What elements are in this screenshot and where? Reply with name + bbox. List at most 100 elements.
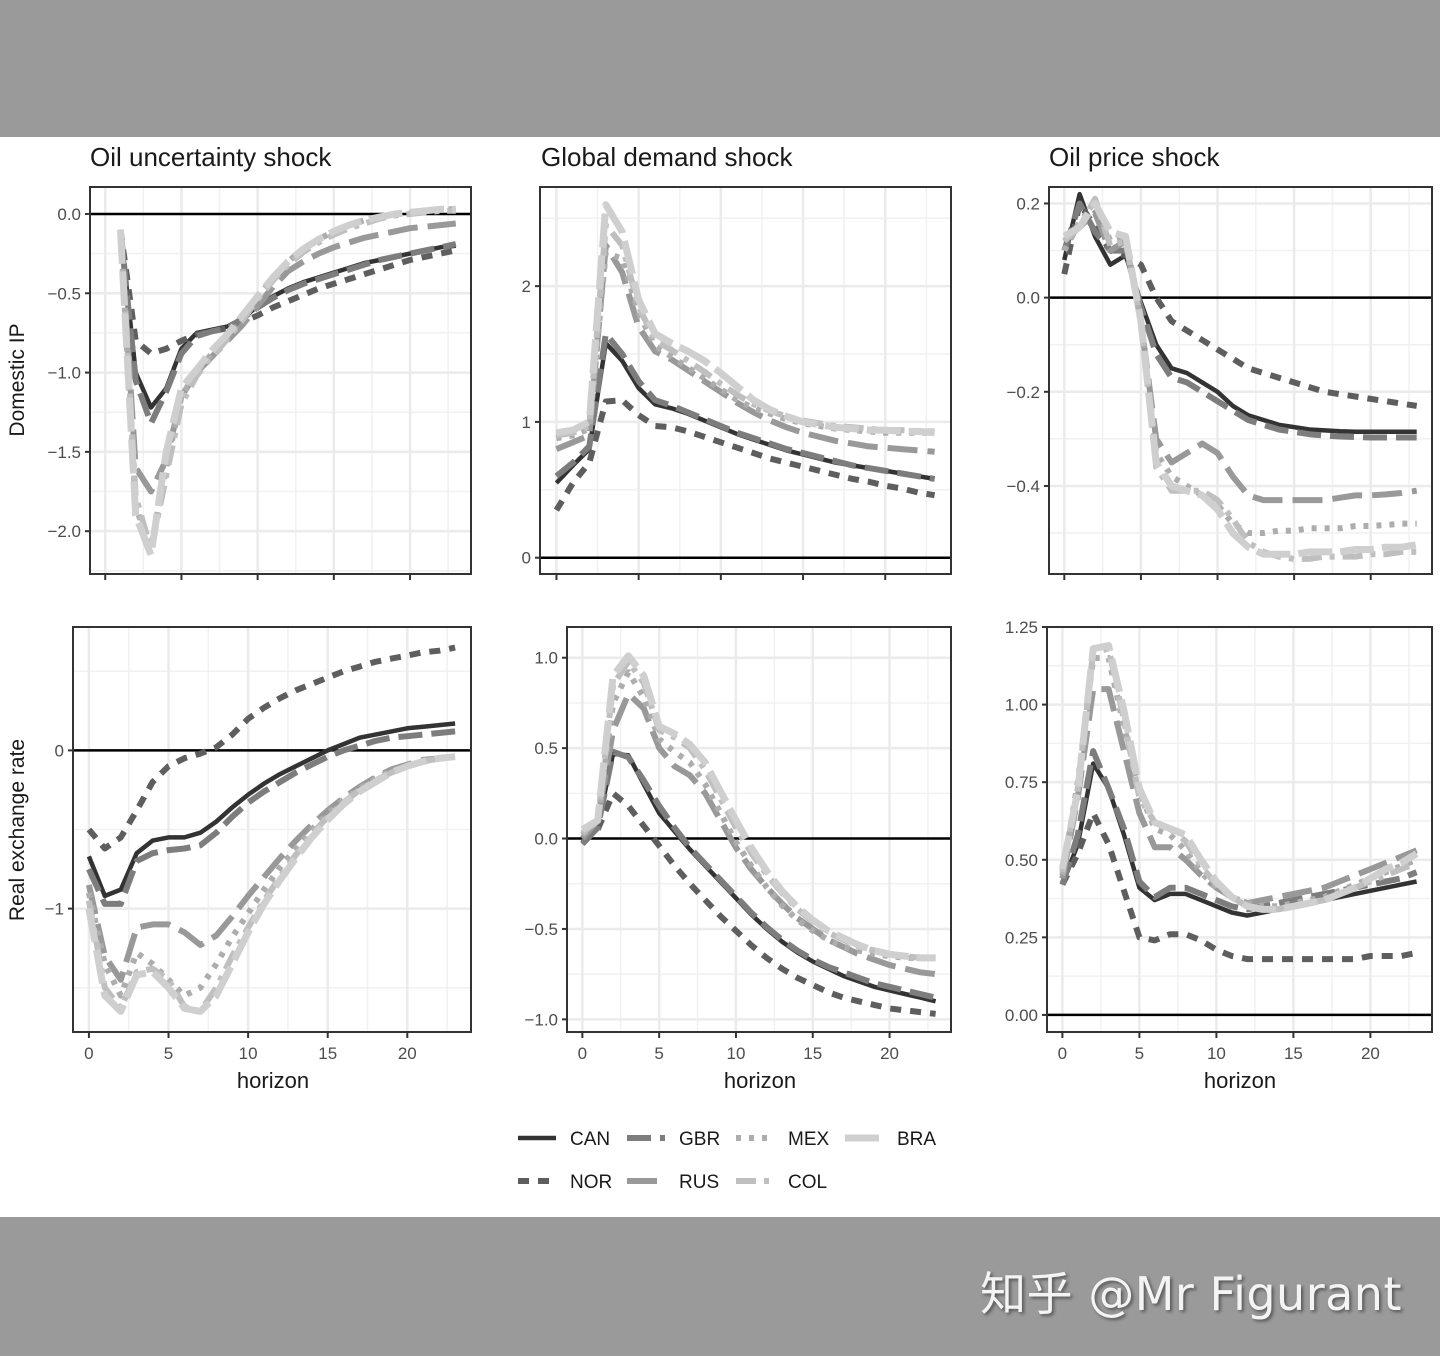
x-axis-label: horizon — [1204, 1068, 1276, 1093]
y-tick-label: −1 — [45, 900, 64, 919]
panel-1: 0.0 −0.5 −1.0 −1.5 −2.0 Oil uncertainty shock… — [6, 142, 472, 580]
series-line-gbr — [1061, 200, 1417, 441]
series-line-col — [1062, 195, 1417, 562]
legend-item-col: COL — [736, 1172, 827, 1193]
legend-item-can: CAN — [518, 1129, 610, 1150]
x-tick-label: 5 — [164, 1044, 173, 1063]
panel-3: 0.2 0.0 −0.2 −0.4 Oil price shock — [1006, 142, 1433, 580]
series-line-gbr — [554, 330, 936, 482]
panel-border — [1048, 186, 1433, 575]
legend-label: CAN — [570, 1129, 610, 1150]
series-lines — [553, 201, 936, 512]
y-tick-label: −0.5 — [524, 920, 558, 939]
watermark-text: 知乎 @Mr Figurant — [980, 1267, 1402, 1321]
series-lines — [117, 205, 457, 559]
x-axis-label: horizon — [237, 1068, 309, 1093]
panel-4: 0 −1 0 5 10 15 20 Real exchange rate horizon — [6, 626, 472, 1093]
x-tick-label: 20 — [880, 1044, 899, 1063]
minor-grid — [1049, 187, 1432, 574]
panel-title: Oil uncertainty shock — [90, 142, 332, 172]
y-tick-label: 0.0 — [57, 205, 81, 224]
legend-item-bra: BRA — [845, 1129, 936, 1150]
x-tick-label: 20 — [1361, 1044, 1380, 1063]
series-line-can — [554, 340, 935, 485]
panel-border — [566, 626, 952, 1033]
minor-grid — [567, 627, 951, 1032]
y-tick-label: −0.2 — [1006, 383, 1040, 402]
panel-border — [72, 626, 472, 1033]
y-axis-label: Real exchange rate — [6, 739, 29, 921]
top-gray-band — [0, 0, 1440, 137]
x-tick-label: 0 — [1058, 1044, 1067, 1063]
y-tick-label: −1.0 — [524, 1010, 558, 1029]
legend: CAN GBR MEX BRA NOR RUS COL — [518, 1129, 936, 1193]
series-line-bra — [117, 205, 456, 559]
series-line-rus — [1062, 209, 1418, 504]
series-line-nor — [580, 790, 936, 1017]
y-tick-label: 0.0 — [534, 830, 558, 849]
series-line-bra — [555, 201, 935, 437]
series-line-can — [86, 721, 456, 899]
minor-grid — [73, 627, 471, 1032]
minor-grid — [90, 187, 471, 574]
y-tick-label: 0.5 — [534, 739, 558, 758]
y-tick-label: 0.50 — [1005, 851, 1038, 870]
series-line-can — [1062, 191, 1417, 435]
legend-label: BRA — [897, 1129, 936, 1150]
facet-panels: 0.0 −0.5 −1.0 −1.5 −2.0 Oil uncertainty shock… — [6, 142, 1433, 1093]
legend-label: GBR — [679, 1129, 720, 1150]
major-grid — [567, 627, 951, 1032]
y-tick-label: 1.25 — [1005, 618, 1038, 637]
series-line-gbr — [117, 229, 457, 427]
x-tick-label: 5 — [1135, 1044, 1144, 1063]
series-line-mex — [580, 669, 936, 961]
panel-title: Oil price shock — [1049, 142, 1220, 172]
y-tick-label: 1.0 — [534, 649, 558, 668]
series-line-col — [580, 658, 936, 961]
series-line-nor — [86, 644, 456, 852]
x-tick-label: 15 — [1284, 1044, 1303, 1063]
x-tick-label: 10 — [726, 1044, 745, 1063]
series-lines — [85, 644, 456, 1015]
x-tick-label: 0 — [84, 1044, 93, 1063]
y-tick-label: 0 — [55, 741, 64, 760]
y-tick-label: −2.0 — [47, 522, 81, 541]
x-tick-label: 0 — [578, 1044, 587, 1063]
series-line-mex — [85, 753, 456, 999]
series-line-gbr — [580, 748, 937, 1001]
series-line-nor — [553, 397, 936, 512]
x-tick-label: 10 — [239, 1044, 258, 1063]
series-line-rus — [580, 690, 936, 978]
legend-label: NOR — [570, 1172, 612, 1193]
series-lines — [1061, 191, 1418, 562]
y-axis-label: Domestic IP — [6, 323, 29, 436]
series-line-bra — [580, 652, 936, 962]
y-tick-label: 2 — [522, 277, 531, 296]
x-axis-label: horizon — [724, 1068, 796, 1093]
y-tick-label: 1.00 — [1005, 696, 1038, 715]
panel-border — [539, 186, 952, 575]
series-lines — [580, 652, 937, 1017]
series-line-bra — [1058, 642, 1419, 913]
series-line-rus — [1059, 686, 1418, 907]
series-line-can — [1060, 761, 1418, 918]
legend-item-nor: NOR — [518, 1172, 612, 1193]
x-tick-label: 15 — [803, 1044, 822, 1063]
panel-border — [89, 186, 472, 575]
panel-5: 1.0 0.5 0.0 −0.5 −1.0 0 5 10 15 20 horizon — [524, 626, 952, 1093]
x-tick-label: 15 — [318, 1044, 337, 1063]
y-tick-label: 1 — [522, 413, 531, 432]
y-tick-label: 0.2 — [1016, 194, 1040, 213]
y-tick-label: 0.25 — [1005, 928, 1038, 947]
x-tick-label: 10 — [1207, 1044, 1226, 1063]
series-line-nor — [1061, 200, 1418, 409]
y-tick-label: −0.4 — [1006, 477, 1040, 496]
series-line-rus — [85, 753, 456, 983]
series-line-gbr — [86, 728, 456, 907]
legend-label: RUS — [679, 1172, 719, 1193]
y-tick-label: 0.0 — [1016, 289, 1040, 308]
x-tick-label: 5 — [654, 1044, 663, 1063]
bottom-gray-band — [0, 1217, 1440, 1356]
series-line-col — [555, 222, 935, 439]
